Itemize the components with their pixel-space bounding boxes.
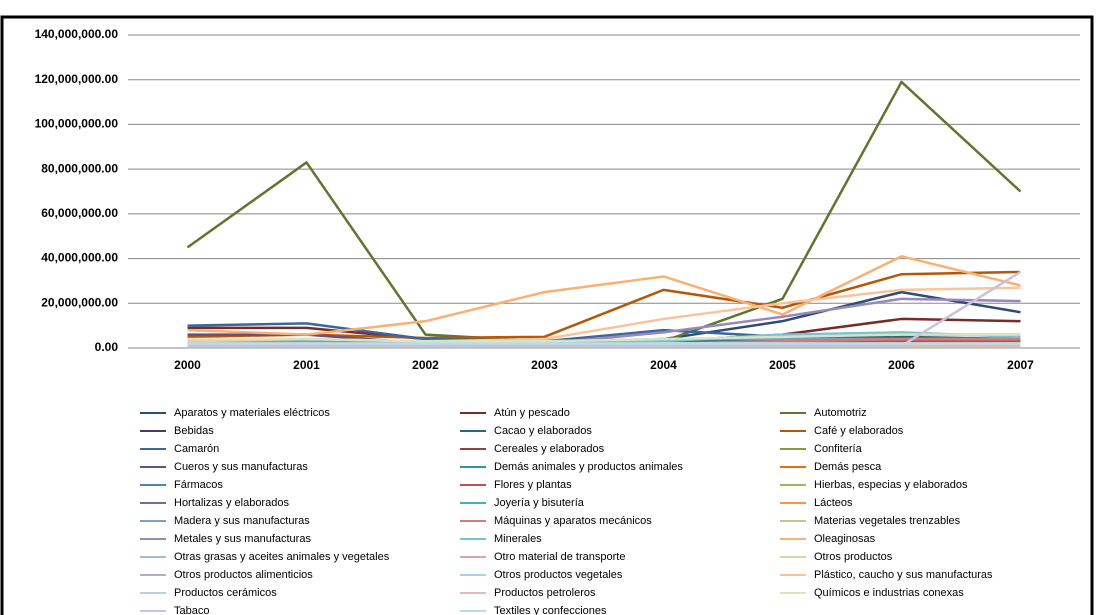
legend-label: Flores y plantas [494, 479, 572, 491]
series-line [187, 270, 1022, 348]
legend-label: Otras grasas y aceites animales y vegeta… [174, 551, 390, 563]
series-line [187, 255, 1021, 336]
legend-label: Productos cerámicos [174, 587, 277, 599]
legend-label: Hierbas, especias y elaborados [814, 479, 968, 491]
legend-label: Atún y pescado [494, 407, 570, 419]
chart-border [0, 15, 1094, 615]
legend-label: Demás animales y productos animales [494, 461, 683, 473]
legend-label: Otros productos alimenticios [174, 569, 313, 581]
legend-label: Aparatos y materiales eléctricos [174, 407, 330, 419]
legend-label: Cereales y elaborados [494, 443, 605, 455]
legend-label: Demás pesca [814, 461, 882, 473]
x-tick-label: 2007 [1007, 358, 1034, 372]
legend-label: Fármacos [174, 479, 223, 491]
y-tick-label: 20,000,000.00 [41, 295, 118, 309]
x-tick-label: 2006 [888, 358, 915, 372]
legend-label: Otros productos vegetales [494, 569, 623, 581]
legend-label: Plástico, caucho y sus manufacturas [814, 569, 993, 581]
legend-label: Químicos e industrias conexas [814, 587, 964, 599]
legend-label: Café y elaborados [814, 425, 904, 437]
legend-label: Minerales [494, 533, 542, 545]
legend-label: Bebidas [174, 425, 214, 437]
legend-label: Madera y sus manufacturas [174, 515, 310, 527]
series-line [186, 80, 1022, 343]
y-tick-label: 80,000,000.00 [41, 161, 118, 175]
y-tick-label: 0.00 [95, 340, 119, 354]
x-tick-label: 2002 [412, 358, 439, 372]
y-tick-label: 140,000,000.00 [35, 27, 119, 41]
legend-label: Confitería [814, 443, 863, 455]
legend-label: Lácteos [814, 497, 853, 509]
legend-label: Otros productos [814, 551, 893, 563]
legend-label: Máquinas y aparatos mecánicos [494, 515, 652, 527]
x-tick-label: 2000 [174, 358, 201, 372]
legend-label: Hortalizas y elaborados [174, 497, 289, 509]
legend-label: Automotriz [814, 407, 867, 419]
y-tick-label: 40,000,000.00 [41, 251, 118, 265]
x-tick-label: 2005 [769, 358, 796, 372]
legend-label: Productos petroleros [494, 587, 596, 599]
legend-label: Tabaco [174, 605, 209, 615]
legend-label: Metales y sus manufacturas [174, 533, 311, 545]
legend-label: Materias vegetales trenzables [814, 515, 961, 527]
legend-label: Joyería y bisutería [494, 497, 585, 509]
x-tick-label: 2004 [650, 358, 677, 372]
y-tick-label: 120,000,000.00 [35, 72, 119, 86]
legend-label: Cueros y sus manufacturas [174, 461, 308, 473]
legend-label: Oleaginosas [814, 533, 876, 545]
x-tick-label: 2003 [531, 358, 558, 372]
legend-label: Cacao y elaborados [494, 425, 592, 437]
legend-label: Camarón [174, 443, 219, 455]
legend-label: Otro material de transporte [494, 551, 625, 563]
series-line [187, 333, 1021, 343]
y-tick-label: 100,000,000.00 [35, 117, 119, 131]
x-tick-label: 2001 [293, 358, 320, 372]
y-tick-label: 60,000,000.00 [41, 206, 118, 220]
legend-label: Textiles y confecciones [494, 605, 607, 615]
